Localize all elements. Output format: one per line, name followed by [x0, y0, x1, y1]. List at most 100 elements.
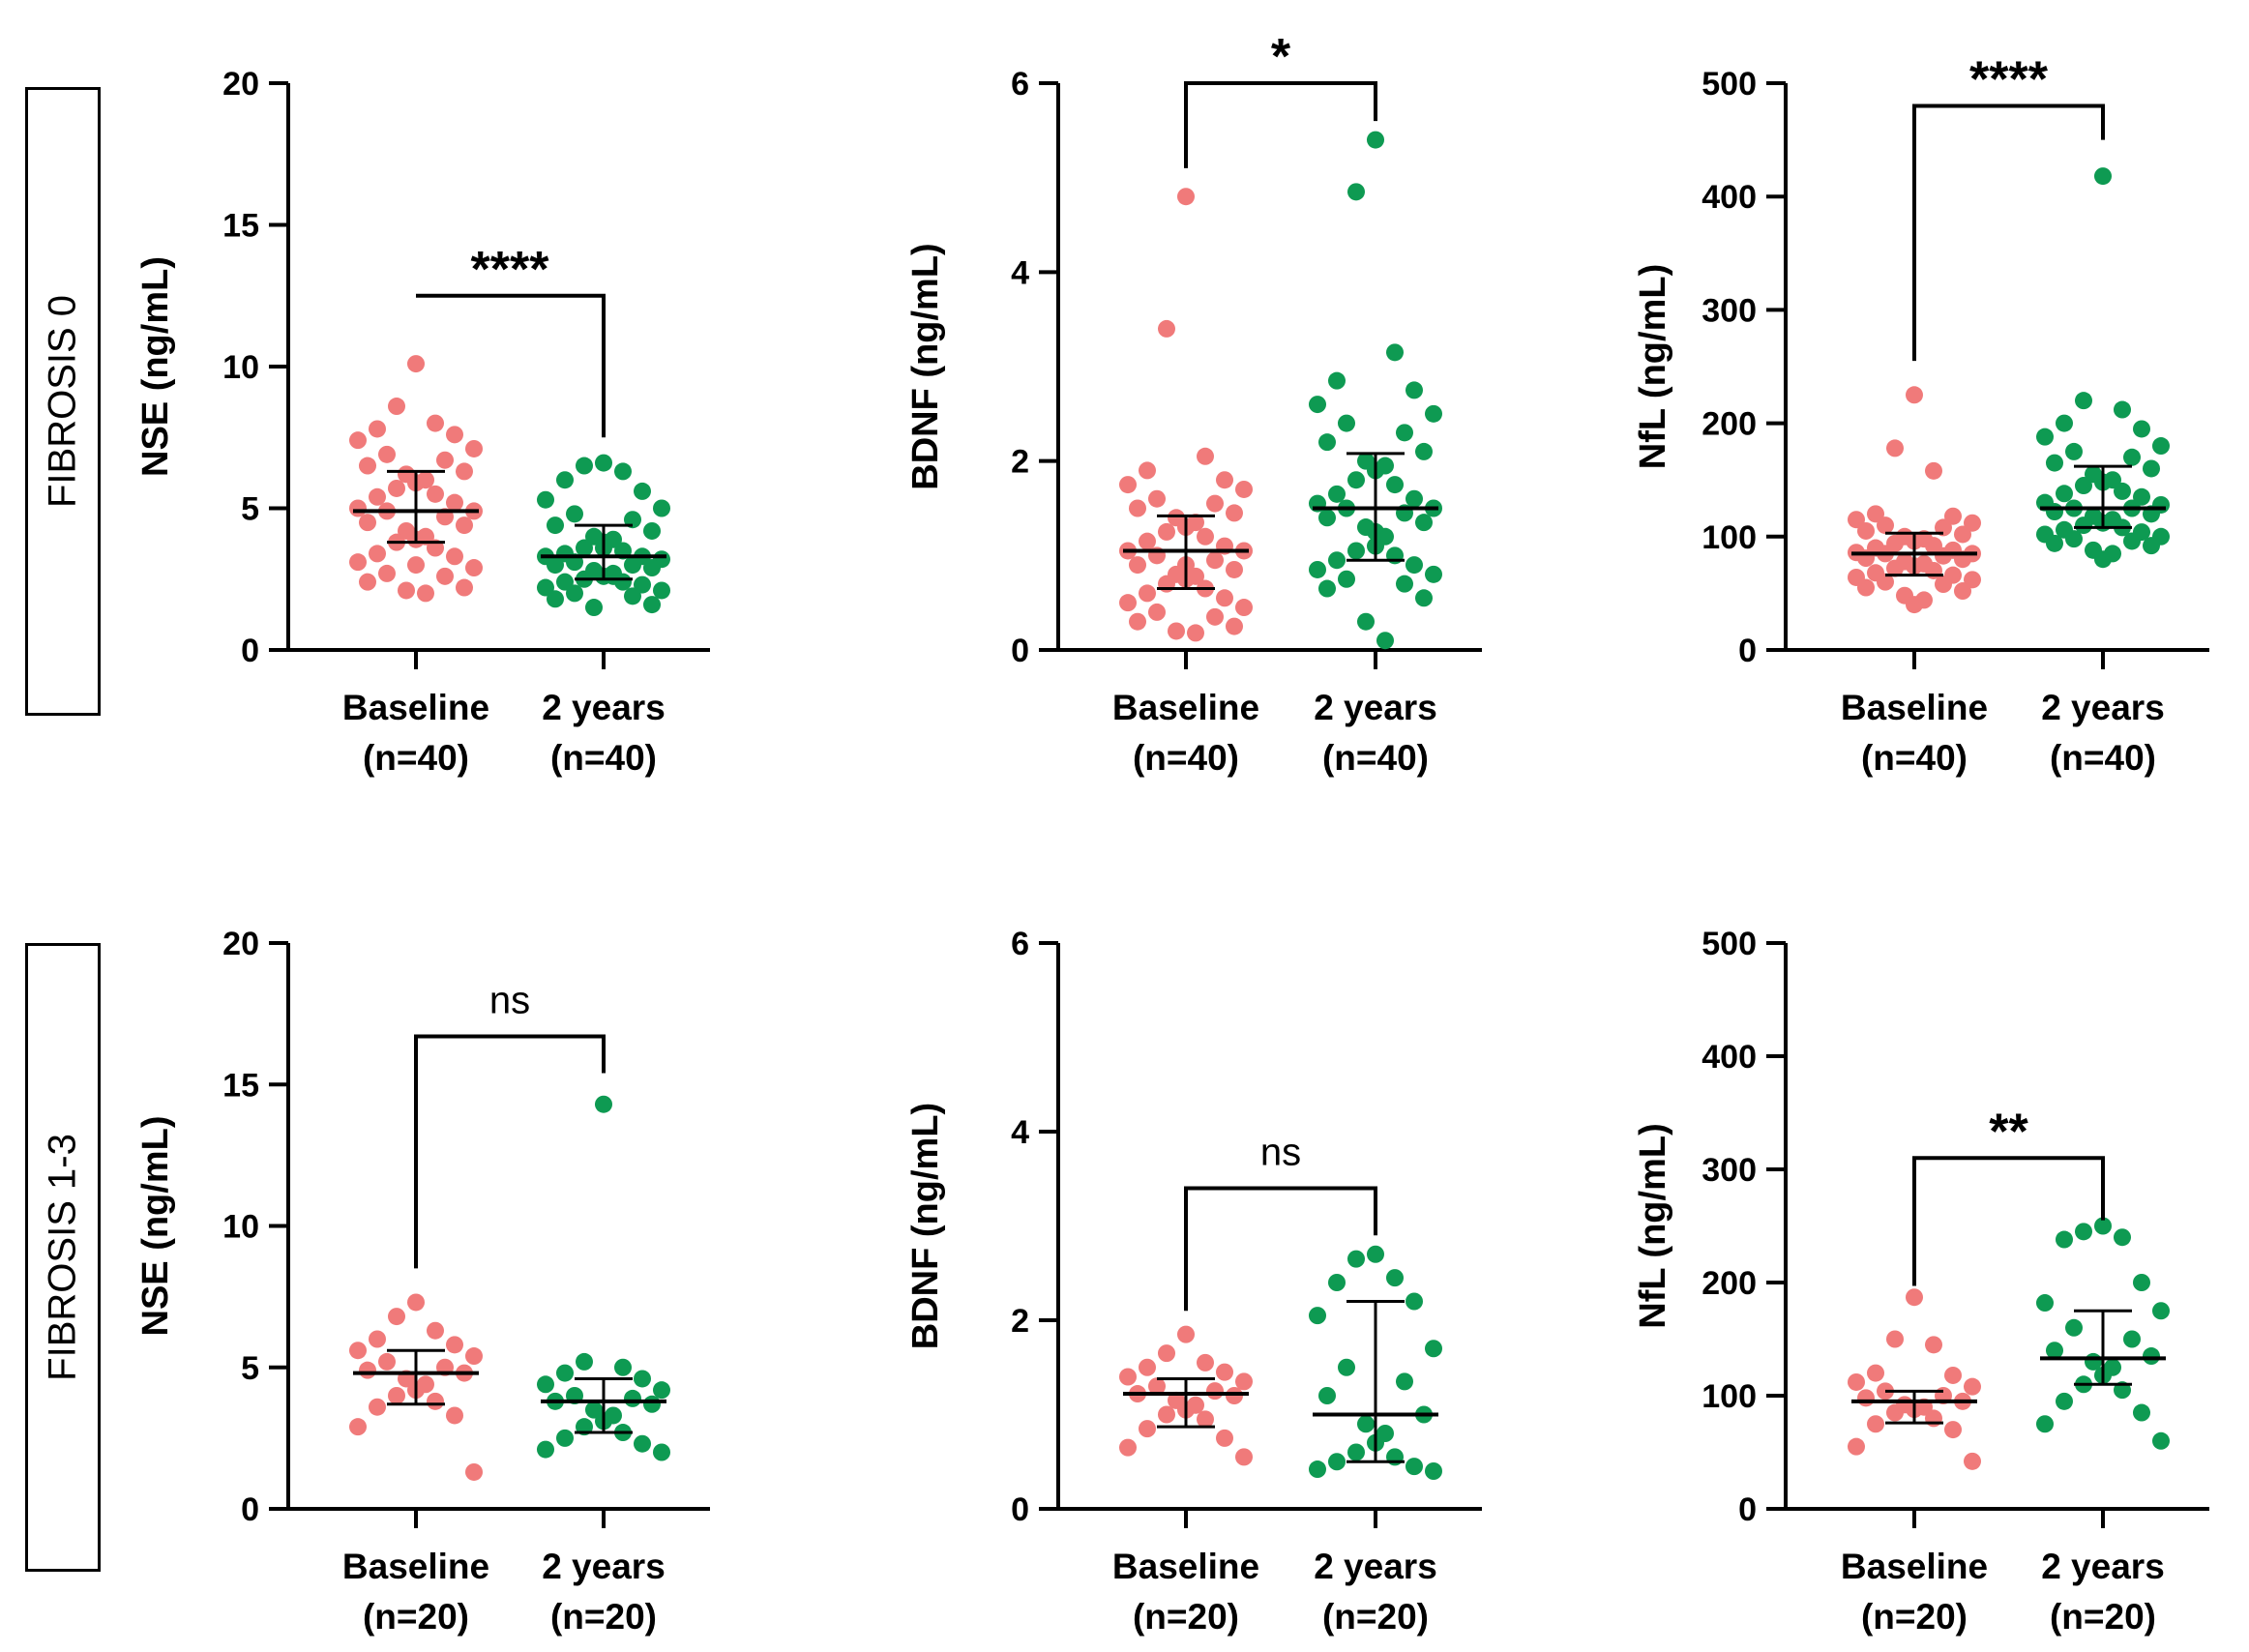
data-point	[537, 578, 554, 597]
data-point	[1338, 414, 1355, 432]
data-point	[369, 487, 386, 506]
data-point	[1935, 546, 1952, 565]
data-point	[1216, 1363, 1233, 1381]
data-point	[1328, 371, 1346, 390]
data-point	[1925, 1336, 1942, 1354]
data-point	[446, 426, 463, 444]
data-point	[1206, 494, 1224, 513]
data-point	[566, 584, 583, 603]
data-point	[2065, 442, 2083, 460]
data-point	[2056, 1392, 2073, 1410]
data-point	[2133, 1274, 2150, 1291]
data-point	[1857, 521, 1875, 540]
panel-1-0: 0 5 10 15 20 NSE (ng/mL) Baseline (n=20) 2 years…	[135, 926, 710, 1637]
data-point	[556, 1364, 574, 1382]
data-point	[1857, 578, 1875, 597]
y-tick-label: 400	[1702, 1039, 1757, 1076]
y-axis-label: NSE (ng/mL)	[135, 1116, 176, 1337]
x-category-label: Baseline	[1841, 1547, 1988, 1586]
y-tick-label: 0	[1738, 633, 1757, 669]
data-point	[427, 485, 444, 503]
data-point	[595, 454, 612, 472]
data-point	[1367, 131, 1384, 149]
y-tick-label: 500	[1702, 66, 1757, 103]
data-point	[1396, 575, 1413, 593]
y-tick-label: 400	[1702, 179, 1757, 216]
data-point	[1309, 1460, 1326, 1479]
data-point	[456, 516, 473, 535]
data-point	[349, 499, 367, 517]
data-point	[1318, 433, 1336, 452]
data-point	[2094, 1217, 2112, 1235]
data-point	[1206, 607, 1224, 626]
data-point	[407, 556, 425, 575]
data-point	[369, 545, 386, 563]
data-point	[1347, 183, 1365, 201]
data-point	[456, 462, 473, 481]
data-point	[1197, 1353, 1214, 1372]
data-point	[398, 581, 415, 600]
data-point	[1148, 1377, 1166, 1396]
y-tick-label: 5	[241, 491, 259, 528]
data-point	[1886, 1403, 1904, 1422]
data-point	[436, 567, 454, 585]
significance-label: ****	[471, 242, 550, 298]
data-point	[1347, 1250, 1365, 1268]
data-point	[427, 1392, 444, 1410]
data-point	[1158, 319, 1175, 338]
data-point	[378, 564, 396, 582]
data-point	[388, 398, 405, 416]
data-point	[378, 1352, 396, 1371]
data-point	[614, 1358, 632, 1376]
data-point	[566, 505, 583, 523]
data-point	[1848, 511, 1865, 529]
y-tick-label: 0	[241, 1491, 259, 1528]
data-point	[1318, 509, 1336, 527]
data-point	[1848, 1372, 1865, 1391]
data-point	[1338, 570, 1355, 588]
x-category-n-label: (n=40)	[550, 738, 657, 778]
data-point	[1347, 1443, 1365, 1461]
data-point	[436, 451, 454, 469]
data-point	[1425, 1462, 1442, 1480]
data-point	[1425, 1340, 1442, 1358]
data-point	[1338, 1358, 1355, 1376]
data-point	[1197, 527, 1214, 546]
data-point	[556, 471, 574, 489]
data-point	[1396, 1372, 1413, 1391]
significance-label: **	[1989, 1104, 2028, 1160]
significance-label: *	[1271, 29, 1291, 85]
data-point	[1235, 480, 1253, 498]
data-point	[653, 499, 670, 517]
data-point	[1328, 551, 1346, 570]
data-point	[369, 420, 386, 438]
data-point	[2114, 1228, 2131, 1247]
data-point	[1129, 612, 1146, 631]
x-category-n-label: (n=40)	[2050, 738, 2156, 778]
x-category-label: 2 years	[1314, 688, 1437, 727]
y-tick-label: 200	[1702, 406, 1757, 443]
data-point	[1386, 476, 1404, 494]
row-label-fibrosis-0: FIBROSIS 0	[25, 87, 101, 716]
data-point	[1158, 1405, 1175, 1424]
y-tick-label: 15	[222, 1067, 259, 1104]
data-point	[1867, 1415, 1884, 1433]
x-category-label: Baseline	[1841, 688, 1988, 727]
data-point	[547, 590, 564, 608]
data-point	[1954, 582, 1971, 601]
data-point	[1964, 1377, 1981, 1396]
data-point	[643, 559, 661, 577]
data-point	[634, 482, 651, 500]
data-point	[359, 457, 376, 475]
data-point	[2046, 534, 2063, 552]
data-point	[1235, 1372, 1253, 1391]
data-point	[556, 573, 574, 591]
data-point	[2143, 537, 2160, 555]
data-point	[1347, 471, 1365, 489]
data-point	[1226, 617, 1243, 635]
data-point	[1206, 1382, 1224, 1401]
y-tick-label: 5	[241, 1350, 259, 1387]
y-tick-label: 4	[1011, 1114, 1029, 1151]
